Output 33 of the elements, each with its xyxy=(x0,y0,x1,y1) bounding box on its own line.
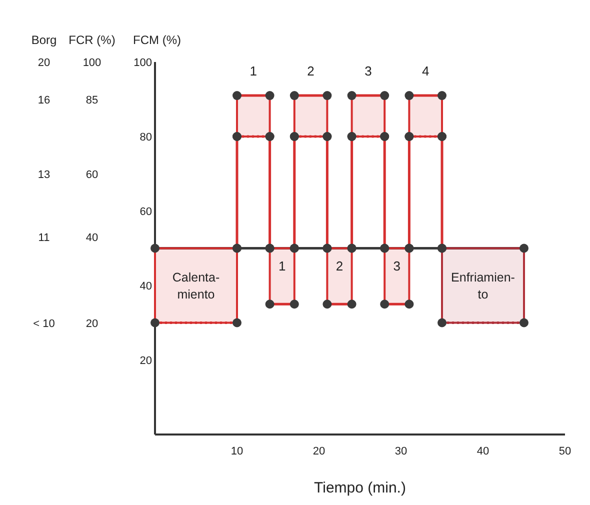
text: FCR (%) xyxy=(68,33,116,47)
x-tick-label: 10 xyxy=(230,446,244,458)
text: 2 xyxy=(336,258,344,274)
text: Borg xyxy=(31,33,57,47)
y-tick-label: 80 xyxy=(140,132,152,144)
x-tick-label: 40 xyxy=(476,446,490,458)
y-tick-label: 20 xyxy=(140,355,152,367)
text: 40 xyxy=(86,232,98,244)
series-label: Calenta- miento xyxy=(172,270,220,302)
x-tick-label: 30 xyxy=(394,446,408,458)
text: 11 xyxy=(38,232,50,244)
series-label: 1 xyxy=(250,64,258,79)
x-tick-label: 50 xyxy=(558,446,572,458)
y-tick-label: 60 xyxy=(140,206,152,218)
y-tick-label: 40 xyxy=(140,280,152,292)
text: 16 xyxy=(38,94,50,106)
text: 60 xyxy=(86,168,98,181)
series-label: Enfriamien- to xyxy=(451,270,515,302)
y-axis-title: FCM (%) xyxy=(133,33,181,47)
text: 3 xyxy=(393,258,401,274)
x-axis-title: Tiempo (min.) xyxy=(314,480,406,496)
y-tick-label: 100 xyxy=(134,57,152,69)
text: < 10 xyxy=(33,318,55,330)
series-label: 4 xyxy=(422,64,430,79)
series-label: 2 xyxy=(307,64,314,79)
x-tick-label: 20 xyxy=(312,446,326,458)
text: 1 xyxy=(278,258,286,274)
text: 20 xyxy=(38,57,50,69)
text: 20 xyxy=(86,318,98,330)
series-label: 3 xyxy=(364,64,372,79)
text: 100 xyxy=(82,57,102,69)
text: 85 xyxy=(86,94,98,106)
text: 13 xyxy=(38,168,50,181)
